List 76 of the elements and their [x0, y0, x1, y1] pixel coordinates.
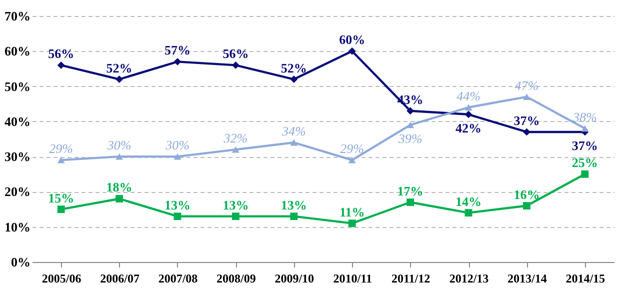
point	[174, 153, 182, 160]
data-label: 14%	[456, 194, 482, 209]
x-tick-label: 2011/12	[391, 272, 430, 286]
point	[290, 139, 298, 146]
point	[174, 58, 182, 66]
point	[348, 156, 356, 164]
data-label: 30%	[106, 138, 132, 153]
data-label: 42%	[456, 120, 482, 136]
x-tick-label: 2005/06	[42, 272, 82, 286]
data-label: 56%	[222, 46, 249, 62]
data-label: 30%	[164, 138, 190, 153]
data-label: 13%	[164, 197, 190, 212]
data-label: 13%	[222, 197, 249, 212]
x-tick-label: 2014/15	[566, 272, 606, 286]
point	[57, 61, 65, 69]
data-label: 52%	[106, 60, 132, 76]
data-label: 60%	[339, 32, 366, 48]
point	[232, 61, 240, 69]
data-label: 56%	[48, 46, 74, 62]
data-label: 13%	[280, 197, 307, 212]
x-tick-label: 2013/14	[508, 272, 547, 286]
data-label: 52%	[280, 60, 307, 76]
y-tick-label: 60%	[4, 44, 30, 59]
y-tick-label: 10%	[4, 219, 30, 234]
data-label: 57%	[164, 42, 190, 58]
point	[348, 47, 356, 55]
point	[174, 212, 182, 220]
point	[522, 202, 530, 210]
data-label: 47%	[514, 78, 539, 93]
point	[581, 170, 589, 178]
point	[406, 122, 414, 128]
point	[232, 212, 240, 220]
point	[290, 76, 298, 83]
point	[290, 212, 298, 220]
point	[57, 156, 65, 164]
y-tick-label: 50%	[4, 78, 30, 94]
x-tick-label: 2012/13	[449, 272, 489, 286]
x-tick-label: 2007/08	[158, 272, 198, 286]
point	[232, 146, 240, 153]
data-label: 18%	[106, 180, 132, 195]
y-tick-label: 70%	[4, 8, 30, 24]
point	[581, 125, 589, 132]
x-tick-label: 2010/11	[333, 272, 372, 286]
point	[57, 206, 65, 213]
point	[464, 104, 472, 111]
data-label: 11%	[339, 204, 365, 220]
point	[464, 110, 472, 118]
data-label: 44%	[456, 88, 481, 104]
point	[522, 94, 530, 100]
point	[348, 220, 356, 228]
y-tick-label: 20%	[4, 184, 30, 200]
point	[522, 128, 530, 136]
point	[116, 153, 124, 160]
data-label: 17%	[397, 183, 424, 198]
data-label: 39%	[397, 130, 422, 146]
data-label: 25%	[572, 155, 598, 170]
data-label: 38%	[572, 109, 597, 124]
data-label: 37%	[514, 112, 540, 128]
data-label: 16%	[514, 186, 540, 202]
point	[116, 195, 124, 202]
data-label: 32%	[222, 130, 248, 146]
x-tick-label: 2009/10	[274, 272, 314, 286]
data-label: 15%	[48, 190, 74, 206]
y-tick-label: 0%	[11, 254, 30, 270]
point	[464, 209, 472, 217]
y-tick-label: 40%	[4, 114, 30, 129]
x-tick-label: 2008/09	[216, 272, 256, 286]
point	[406, 198, 414, 206]
point	[406, 107, 414, 115]
data-label: 29%	[49, 141, 74, 156]
y-tick-label: 30%	[4, 149, 30, 164]
x-tick-label: 2006/07	[100, 272, 140, 286]
data-label: 37%	[572, 138, 598, 153]
data-label: 34%	[280, 124, 306, 139]
data-label: 29%	[340, 141, 364, 156]
point	[116, 76, 124, 83]
